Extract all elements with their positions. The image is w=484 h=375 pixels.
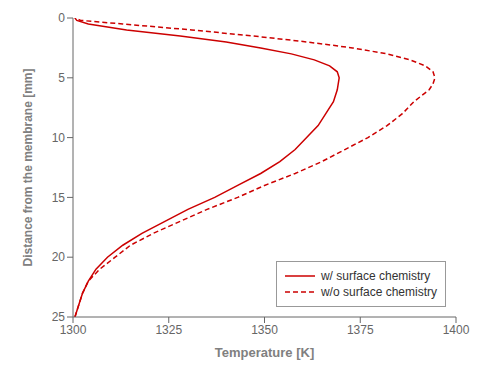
svg-text:0: 0 [58, 11, 65, 25]
svg-text:10: 10 [52, 131, 66, 145]
svg-text:1375: 1375 [347, 323, 374, 337]
svg-text:1350: 1350 [251, 323, 278, 337]
html-text:w/o surface chemistry: w/o surface chemistry [321, 285, 437, 299]
svg-text:1325: 1325 [155, 323, 182, 337]
svg-text:20: 20 [52, 250, 66, 264]
svg-text:Temperature [K]: Temperature [K] [215, 345, 314, 360]
svg-text:Distance from the membrane [mm: Distance from the membrane [mm] [21, 68, 35, 266]
html-text:w/ surface chemistry: w/ surface chemistry [321, 269, 431, 283]
svg-text:25: 25 [52, 310, 66, 324]
svg-text:15: 15 [52, 191, 66, 205]
svg-text:1400: 1400 [443, 323, 470, 337]
svg-text:5: 5 [58, 71, 65, 85]
svg-text:1300: 1300 [60, 323, 87, 337]
